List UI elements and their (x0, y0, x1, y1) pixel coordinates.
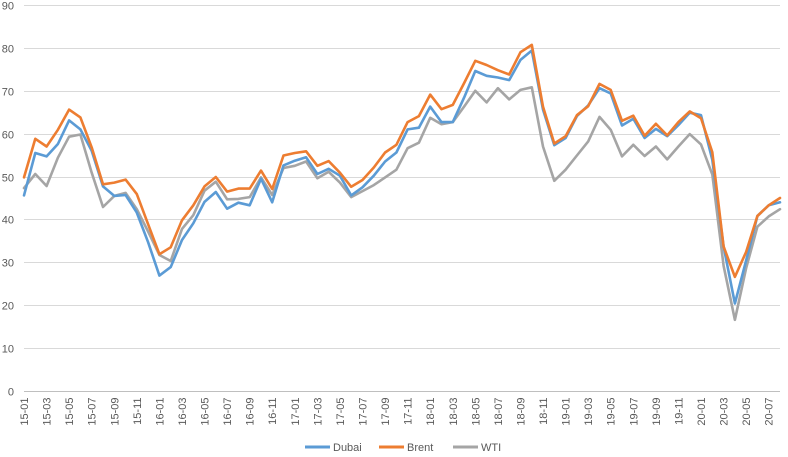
x-tick-label: 18-05 (470, 398, 482, 426)
series-lines (22, 43, 782, 322)
y-tick-label: 90 (2, 1, 14, 13)
y-tick-label: 50 (2, 173, 14, 185)
x-tick-label: 17-09 (380, 398, 392, 426)
x-tick-label: 20-01 (696, 398, 708, 426)
legend-label-brent: Brent (407, 442, 433, 454)
x-tick-label: 19-01 (561, 398, 573, 426)
x-tick-label: 15-11 (132, 398, 144, 425)
x-tick-label: 20-05 (741, 398, 753, 426)
x-tick-label: 15-07 (87, 398, 99, 426)
x-tick-label: 17-07 (358, 398, 370, 426)
y-axis-tick-labels: 0 10 20 30 40 50 60 70 80 90 (2, 1, 14, 399)
gridlines (24, 5, 780, 349)
y-tick-label: 10 (2, 344, 14, 356)
x-tick-label: 19-03 (583, 398, 595, 426)
y-tick-label: 80 (2, 44, 14, 56)
legend-label-dubai: Dubai (333, 442, 362, 454)
x-tick-label: 16-07 (222, 398, 234, 426)
y-tick-label: 70 (2, 87, 14, 99)
x-tick-label: 16-11 (267, 398, 279, 425)
x-tick-label: 18-09 (515, 398, 527, 426)
y-tick-label: 30 (2, 258, 14, 270)
x-tick-label: 16-05 (200, 398, 212, 426)
legend-label-wti: WTI (481, 442, 501, 454)
x-tick-label: 15-01 (19, 398, 31, 426)
series-line-wti (22, 86, 782, 322)
x-tick-label: 19-05 (606, 398, 618, 426)
y-tick-label: 0 (8, 387, 14, 399)
x-tick-label: 16-01 (154, 398, 166, 426)
x-tick-label: 19-09 (651, 398, 663, 426)
series-line-dubai (22, 49, 782, 305)
x-tick-label: 16-09 (245, 398, 257, 426)
x-tick-label: 17-11 (403, 398, 415, 425)
x-tick-label: 18-03 (448, 398, 460, 426)
y-tick-label: 40 (2, 215, 14, 227)
y-tick-label: 60 (2, 130, 14, 142)
x-tick-label: 18-01 (425, 398, 437, 426)
y-tick-label: 20 (2, 301, 14, 313)
x-tick-label: 20-07 (764, 398, 776, 426)
x-axis-tick-labels: 15-01 15-03 15-05 15-07 15-09 15-11 16-01 16-03… (19, 398, 776, 426)
x-tick-label: 15-05 (64, 398, 76, 426)
x-tick-label: 18-07 (493, 398, 505, 426)
x-tick-label: 16-03 (177, 398, 189, 426)
x-tick-label: 15-09 (109, 398, 121, 426)
x-tick-label: 18-11 (538, 398, 550, 425)
series-line-brent (22, 43, 782, 279)
x-tick-label: 19-11 (673, 398, 685, 425)
x-tick-label: 17-05 (335, 398, 347, 426)
x-tick-label: 20-03 (719, 398, 731, 426)
x-tick-label: 19-07 (628, 398, 640, 426)
x-tick-label: 17-01 (290, 398, 302, 426)
x-tick-label: 15-03 (42, 398, 54, 426)
x-tick-label: 17-03 (312, 398, 324, 426)
legend: Dubai Brent WTI (305, 442, 501, 454)
